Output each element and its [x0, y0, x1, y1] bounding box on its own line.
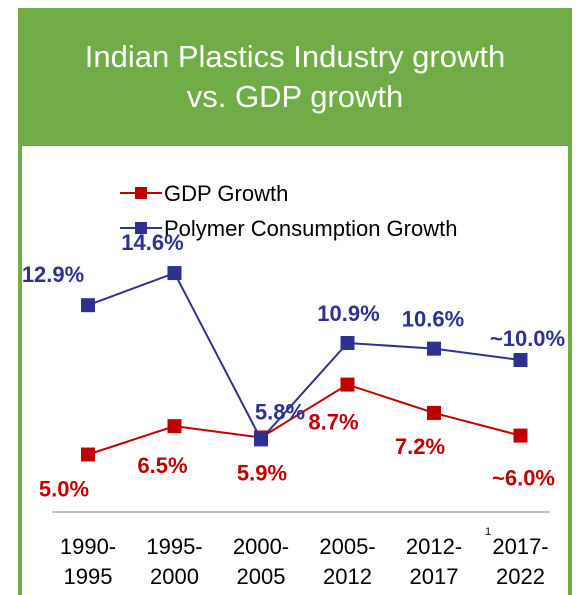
x-tick-label-4-line-0: 2012- — [406, 534, 462, 559]
legend-marker-1 — [135, 222, 147, 234]
data-label-0-5: ~6.0% — [492, 466, 555, 491]
data-point-0-5 — [513, 428, 528, 443]
line-chart: GDP Growth Polymer Consumption Growth 5.0%… — [22, 181, 565, 589]
legend-label-1: Polymer Consumption Growth — [164, 216, 457, 241]
x-tick-label-3: 2005- 2012 — [319, 534, 375, 589]
data-point-0-1 — [167, 419, 182, 434]
chart-title: Indian Plastics Industry growth vs. GDP … — [18, 8, 572, 146]
series-line-1 — [87, 271, 521, 442]
data-point-1-5 — [513, 353, 528, 367]
data-point-1-2 — [254, 432, 268, 447]
x-tick-label-2: 2000- 2005 — [233, 534, 289, 589]
series-line-0 — [87, 383, 521, 456]
data-label-1-4: 10.6% — [402, 307, 464, 332]
data-label-1-0: 12.9% — [22, 262, 84, 287]
data-point-1-0 — [81, 298, 95, 313]
plot-panel: GDP Growth Polymer Consumption Growth 5.0%… — [22, 146, 568, 595]
data-label-1-1: 14.6% — [121, 230, 183, 255]
data-point-0-3 — [340, 377, 355, 392]
data-label-1-2: 5.8% — [255, 399, 305, 424]
x-tick-label-0: 1990- 1995 — [60, 534, 116, 589]
data-point-1-3 — [340, 335, 355, 350]
chart-title-line-2: vs. GDP growth — [186, 79, 404, 114]
x-tick-label-2-line-1: 2005 — [237, 564, 286, 589]
footnote-marker: 1 — [485, 526, 491, 538]
x-tick-label-0-line-1: 1995 — [64, 564, 113, 589]
x-tick-label-0-line-0: 1990- — [60, 534, 116, 559]
data-label-0-3: 8.7% — [308, 410, 358, 435]
data-label-0-1: 6.5% — [137, 453, 187, 478]
chart-title-line-1: Indian Plastics Industry growth — [84, 39, 506, 74]
data-point-1-1 — [167, 266, 182, 281]
data-label-1-3: 10.9% — [317, 301, 379, 326]
x-tick-label-2-line-0: 2000- — [233, 534, 289, 559]
data-label-1-5: ~10.0% — [490, 326, 565, 351]
data-label-0-0: 5.0% — [39, 477, 89, 502]
x-tick-label-3-line-1: 2012 — [323, 564, 372, 589]
x-tick-label-5: 2017- 2022 — [492, 534, 548, 589]
data-point-0-4 — [427, 405, 441, 420]
x-tick-label-4: 2012- 2017 — [406, 534, 462, 589]
chart-frame: Indian Plastics Industry growth vs. GDP … — [18, 8, 572, 595]
data-label-0-4: 7.2% — [395, 434, 445, 459]
data-label-0-2: 5.9% — [237, 460, 287, 485]
legend-marker-0 — [135, 187, 147, 199]
x-tick-label-5-line-0: 2017- — [492, 534, 548, 559]
x-tick-label-1-line-1: 2000 — [150, 564, 199, 589]
legend-label-0: GDP Growth — [164, 181, 288, 206]
x-tick-label-4-line-1: 2017 — [410, 564, 459, 589]
x-tick-label-5-line-1: 2022 — [496, 564, 545, 589]
x-tick-label-3-line-0: 2005- — [319, 534, 375, 559]
x-tick-label-1-line-0: 1995- — [146, 534, 202, 559]
data-point-1-4 — [427, 341, 441, 356]
x-tick-label-1: 1995- 2000 — [146, 534, 202, 589]
data-point-0-0 — [81, 447, 95, 462]
